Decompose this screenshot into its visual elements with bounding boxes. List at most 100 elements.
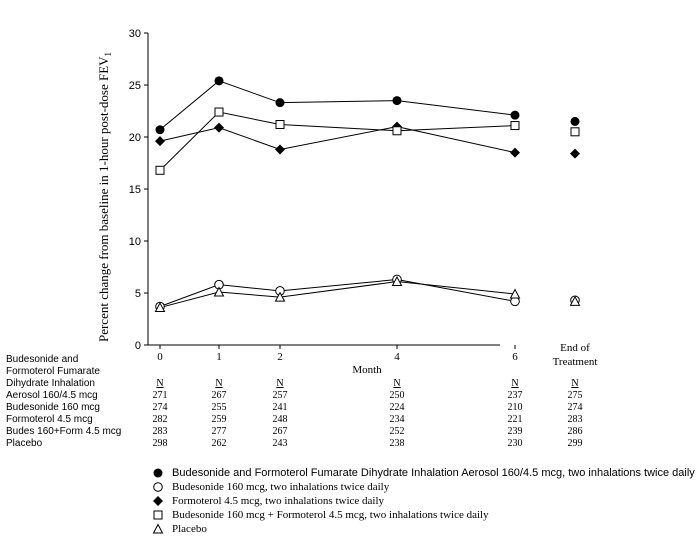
table-cell: 250 (389, 390, 405, 401)
n-column-header: N (571, 378, 579, 389)
table-cell: 286 (567, 426, 583, 437)
table-row-label: Formoterol 4.5 mcg (6, 414, 93, 425)
table-cell: 238 (389, 438, 405, 449)
open-circle-icon (153, 482, 163, 492)
y-tick-label: 5 (135, 288, 141, 300)
table-cell: 210 (507, 402, 523, 413)
legend-item-combo: Budesonide and Formoterol Fumarate Dihyd… (150, 466, 695, 480)
table-cell: 230 (507, 438, 523, 449)
table-cell: 239 (507, 426, 523, 437)
data-point-series-2 (510, 147, 520, 158)
table-cell: 274 (567, 402, 583, 413)
table-cell: 275 (567, 390, 583, 401)
y-tick-label: 30 (129, 28, 141, 40)
series-lines (159, 80, 516, 309)
data-point-series-0 (214, 76, 224, 86)
table-cell: 283 (152, 426, 168, 437)
table-cell: 241 (272, 402, 288, 413)
table-cell: 283 (567, 414, 583, 425)
table-cell: 243 (272, 438, 288, 449)
data-point-series-0 (275, 98, 285, 108)
n-column-header: N (156, 378, 164, 389)
filled-circle-icon (153, 468, 163, 478)
end-of-treatment-label-line2: Treatment (553, 356, 598, 368)
y-tick-label: 0 (135, 340, 141, 352)
x-axis-label: Month (352, 364, 382, 376)
table-cell: 282 (152, 414, 168, 425)
table-cell: 224 (389, 402, 405, 413)
legend-label: Formoterol 4.5 mcg, two inhalations twic… (172, 495, 385, 507)
table-cell: 277 (211, 426, 227, 437)
legend-item-formoterol: Formoterol 4.5 mcg, two inhalations twic… (150, 494, 695, 508)
legend-label: Budesonide 160 mcg + Formoterol 4.5 mcg,… (172, 509, 489, 521)
table-cell: 271 (152, 390, 168, 401)
table-header-line2: Formoterol Fumarate (6, 366, 100, 377)
data-point-series-2 (155, 136, 165, 147)
n-column-header: N (215, 378, 223, 389)
table-cell: 252 (389, 426, 405, 437)
filled-diamond-icon (153, 496, 163, 506)
table-cell: 221 (507, 414, 523, 425)
data-point-series-2 (275, 144, 285, 155)
end-of-treatment-point-series-0 (570, 116, 580, 126)
y-axis-ticks: 0 5 10 15 20 25 30 (129, 28, 148, 352)
table-cell: 274 (152, 402, 168, 413)
table-header-line3: Dihydrate Inhalation (6, 378, 95, 389)
y-tick-label: 10 (129, 236, 141, 248)
table-cell: 255 (211, 402, 227, 413)
data-point-series-0 (392, 96, 402, 106)
data-point-series-3 (214, 107, 224, 117)
table-row-label: Budesonide 160 mcg (6, 402, 100, 413)
legend-item-budesonide: Budesonide 160 mcg, two inhalations twic… (150, 480, 695, 494)
x-tick-label: 4 (394, 351, 400, 363)
table-row-label: Placebo (6, 438, 43, 449)
table-cell: 262 (211, 438, 227, 449)
open-triangle-icon (152, 523, 164, 534)
x-axis-ticks: 0 1 2 4 6 (157, 345, 518, 363)
data-point-series-4 (391, 275, 403, 287)
table-cell: 299 (567, 438, 583, 449)
table-cell: 248 (272, 414, 288, 425)
data-point-series-0 (155, 125, 165, 135)
data-point-series-0 (510, 110, 520, 120)
table-header-line1: Budesonide and (6, 354, 79, 365)
legend-item-placebo: Placebo (150, 522, 695, 536)
table-cell: 267 (272, 426, 288, 437)
table-cell: 259 (211, 414, 227, 425)
end-of-treatment-point-series-2 (570, 148, 580, 159)
table-row-label: Budes 160+Form 4.5 mcg (6, 426, 122, 437)
legend-label: Placebo (172, 523, 207, 535)
data-point-series-3 (275, 120, 285, 130)
legend-label: Budesonide 160 mcg, two inhalations twic… (172, 481, 390, 493)
data-point-series-4 (154, 301, 166, 313)
data-point-series-3 (510, 121, 520, 131)
data-point-series-4 (509, 288, 521, 299)
data-point-series-2 (214, 122, 224, 133)
y-tick-label: 20 (129, 132, 141, 144)
legend-item-bud-plus-form: Budesonide 160 mcg + Formoterol 4.5 mcg,… (150, 508, 695, 522)
x-tick-label: 6 (512, 351, 518, 363)
table-cell: 267 (211, 390, 227, 401)
x-tick-label: 2 (277, 351, 283, 363)
n-column-header: N (393, 378, 401, 389)
y-tick-label: 25 (129, 80, 141, 92)
table-cell: 257 (272, 390, 288, 401)
n-column-header: N (276, 378, 284, 389)
end-of-treatment-point-series-4 (569, 295, 581, 306)
table-cell: 237 (507, 390, 523, 401)
data-point-series-3 (155, 165, 165, 175)
y-axis-label: Percent change from baseline in 1-hour p… (96, 52, 113, 342)
chart-legend: Budesonide and Formoterol Fumarate Dihyd… (150, 466, 695, 536)
chart-axes (147, 33, 500, 346)
end-of-treatment-point-series-3 (570, 127, 580, 137)
data-point-series-3 (392, 126, 402, 136)
table-row-label: Aerosol 160/4.5 mcg (6, 390, 98, 401)
table-cell: 234 (389, 414, 405, 425)
n-column-header: N (511, 378, 519, 389)
end-of-treatment-label-line1: End of (560, 342, 590, 354)
open-square-icon (153, 510, 163, 520)
x-tick-label: 0 (157, 351, 163, 363)
x-tick-label: 1 (216, 351, 222, 363)
data-point-series-4 (274, 291, 286, 302)
